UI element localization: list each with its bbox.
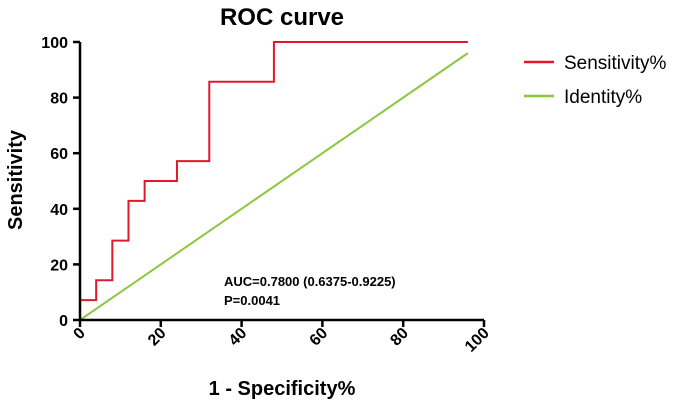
annotation-text: AUC=0.7800 (0.6375-0.9225) bbox=[224, 274, 396, 289]
x-tick-label: 80 bbox=[387, 325, 412, 350]
x-axis-label: 1 - Specificity% bbox=[209, 378, 356, 400]
x-tick-label: 100 bbox=[462, 325, 493, 356]
series-line-identity bbox=[79, 52, 469, 321]
x-tick-label: 20 bbox=[145, 325, 170, 350]
series-line-sensitivity bbox=[80, 41, 468, 302]
legend: Sensitivity% Identity% bbox=[524, 53, 667, 108]
y-tick-label: 20 bbox=[50, 257, 68, 274]
y-tick-label: 0 bbox=[59, 313, 68, 330]
x-tick-label: 40 bbox=[226, 325, 251, 350]
annotation-text: P=0.0041 bbox=[224, 293, 280, 308]
y-tick-label: 60 bbox=[50, 146, 68, 163]
x-tick-label: 60 bbox=[307, 325, 332, 350]
legend-label: Identity% bbox=[564, 87, 642, 108]
legend-label: Sensitivity% bbox=[564, 53, 667, 74]
annotations: AUC=0.7800 (0.6375-0.9225) P=0.0041 bbox=[224, 274, 396, 308]
y-tick-label: 100 bbox=[41, 35, 68, 52]
y-axis-label: Sensitivity bbox=[5, 129, 27, 230]
y-tick-label: 40 bbox=[50, 202, 68, 219]
chart-title: ROC curve bbox=[220, 4, 344, 31]
x-tick-label: 0 bbox=[71, 325, 89, 343]
y-tick-label: 80 bbox=[50, 91, 68, 108]
